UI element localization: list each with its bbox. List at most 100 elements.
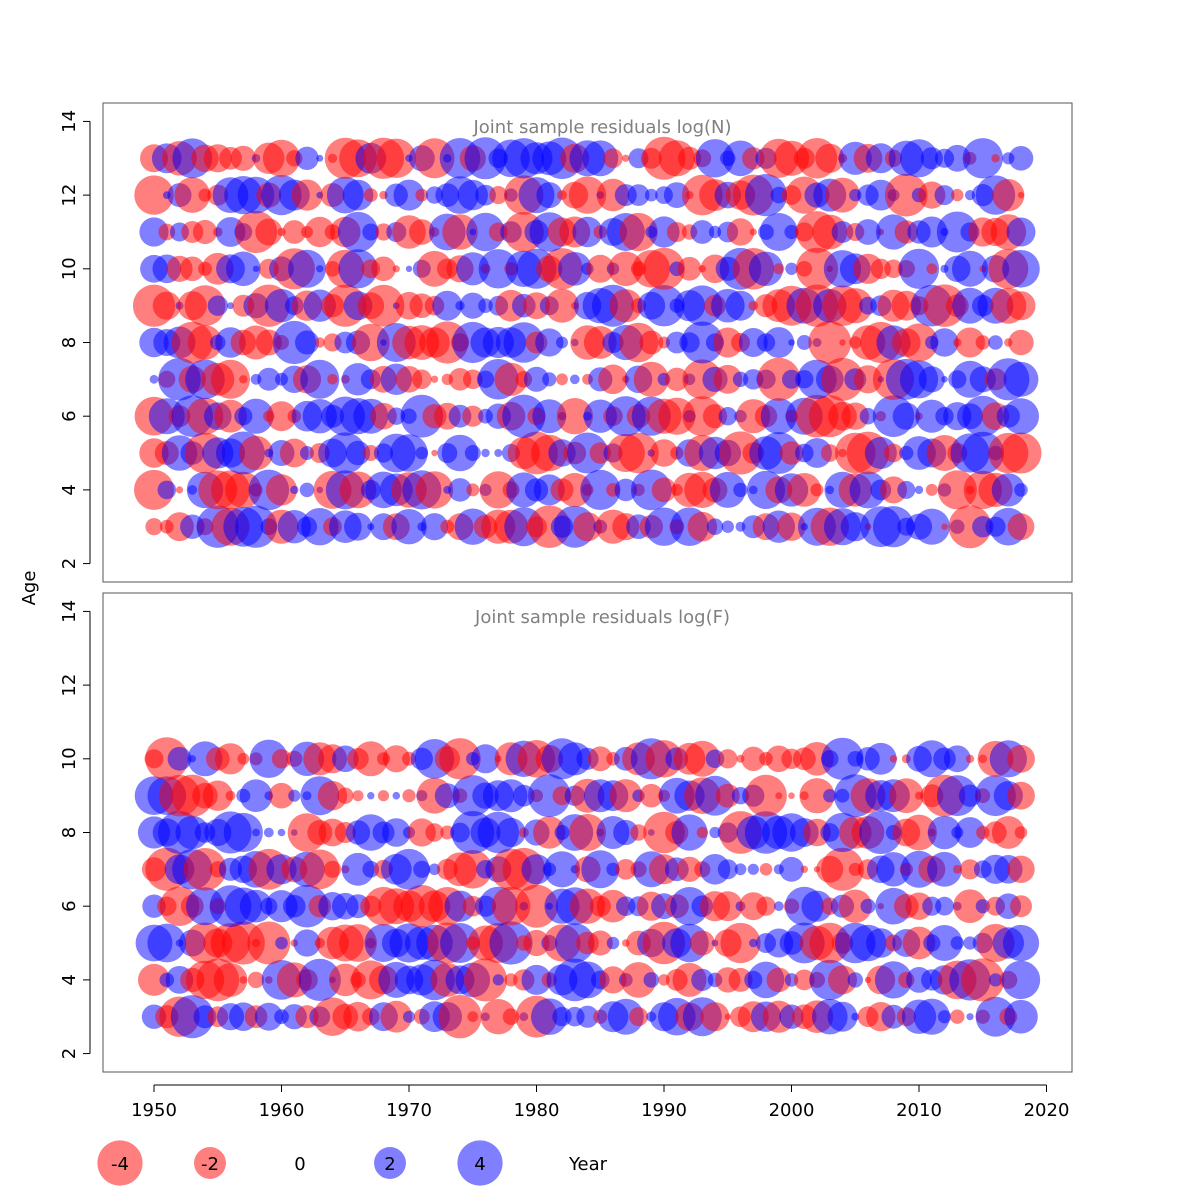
bubble-point	[889, 755, 898, 763]
bubble-point	[533, 816, 566, 849]
bubble-point	[643, 285, 685, 327]
bubble-point	[531, 998, 568, 1035]
bubble-point	[838, 889, 872, 923]
bubble-point	[927, 851, 962, 887]
bubble-point	[1002, 924, 1040, 962]
bubble-point	[570, 374, 580, 385]
bubble-point	[1008, 146, 1034, 171]
bubble-point	[338, 249, 378, 289]
bubble-point	[643, 247, 685, 290]
bubble-point	[745, 774, 787, 817]
y-tick-label: 4	[59, 484, 80, 495]
bubble-point	[709, 826, 721, 839]
bubble-point	[425, 823, 444, 842]
bubble-point	[953, 889, 987, 923]
bubble-point	[471, 744, 500, 774]
bubble-point	[700, 1002, 730, 1032]
bubble-point	[545, 288, 579, 323]
bubble-point	[991, 816, 1025, 849]
bubble-point	[214, 399, 247, 433]
bubble-point	[134, 175, 174, 215]
bubble-point	[785, 262, 798, 275]
bubble-point	[341, 852, 375, 886]
bubble-point	[892, 402, 920, 430]
bubble-point	[1007, 855, 1035, 883]
y-tick-label: 10	[59, 257, 80, 280]
bubble-point	[936, 211, 978, 253]
bubble-point	[681, 321, 724, 364]
bubble-point	[607, 998, 644, 1035]
bubble-point	[627, 184, 650, 207]
bubble-point	[633, 361, 669, 397]
bubble-point	[734, 863, 747, 876]
bubble-point	[613, 819, 639, 846]
bubble-point	[255, 218, 283, 246]
legend-label: 0	[294, 1154, 305, 1175]
bubble-point	[690, 220, 715, 244]
bubble-point	[254, 1002, 283, 1031]
bubble-point	[1014, 483, 1028, 497]
bubble-point	[275, 936, 288, 950]
bubble-point	[851, 1012, 860, 1021]
bubble-point	[362, 223, 380, 241]
bubble-point	[651, 477, 677, 503]
bubble-point	[184, 285, 226, 327]
bubble-point	[239, 976, 248, 984]
bubble-point	[709, 471, 746, 508]
bubble-point	[961, 958, 1005, 1002]
bubble-point	[991, 473, 1025, 507]
bubble-point	[958, 784, 982, 807]
bubble-point	[951, 188, 964, 202]
bubble-point	[943, 745, 971, 773]
bubble-point	[466, 483, 480, 497]
bubble-point	[380, 1000, 413, 1033]
bubble-point	[775, 792, 783, 800]
bubble-point	[801, 890, 833, 922]
bubble-point	[880, 476, 907, 504]
bubble-point	[759, 213, 798, 251]
bubble-point	[387, 407, 405, 425]
bubble-point	[370, 402, 397, 430]
bubble-point	[1004, 999, 1038, 1034]
bubble-point	[815, 143, 845, 173]
bubble-point	[930, 328, 959, 357]
legend-bubble	[194, 1147, 226, 1179]
bubble-point	[599, 966, 627, 994]
x-tick-label: 1960	[259, 1100, 305, 1121]
bubble-point	[475, 184, 496, 206]
bubble-point	[975, 335, 990, 350]
bubble-point	[619, 212, 658, 252]
bubble-point	[975, 996, 1016, 1037]
bubble-point	[492, 974, 504, 986]
bubble-point	[239, 375, 248, 384]
bubble-point	[759, 863, 773, 876]
bubble-point	[872, 506, 915, 548]
bubble-point	[556, 373, 568, 386]
bubble-point	[464, 445, 481, 461]
bubble-point	[988, 335, 1003, 350]
bubble-point	[337, 211, 379, 253]
bubble-point	[757, 357, 801, 401]
bubble-point	[748, 251, 784, 286]
bubble-point	[784, 224, 799, 240]
bubble-point	[777, 512, 806, 541]
bubble-point	[252, 265, 260, 272]
bubble-point	[432, 290, 463, 321]
bubble-point	[295, 330, 319, 355]
bubble-point	[937, 1010, 952, 1024]
bubble-point	[975, 899, 990, 914]
y-axis-label: Age	[19, 571, 40, 606]
bubble-point	[225, 790, 236, 801]
bubble-point	[823, 789, 837, 803]
bubble-point	[950, 936, 964, 950]
bubble-point	[174, 177, 211, 213]
bubble-point	[187, 325, 223, 360]
legend-label: -2	[201, 1154, 219, 1175]
bubble-point	[749, 938, 758, 948]
bubble-point	[343, 1001, 373, 1032]
bubble-point	[230, 145, 256, 171]
bubble-point	[899, 323, 939, 362]
bubble-point	[941, 523, 948, 530]
bubble-point	[345, 440, 371, 466]
